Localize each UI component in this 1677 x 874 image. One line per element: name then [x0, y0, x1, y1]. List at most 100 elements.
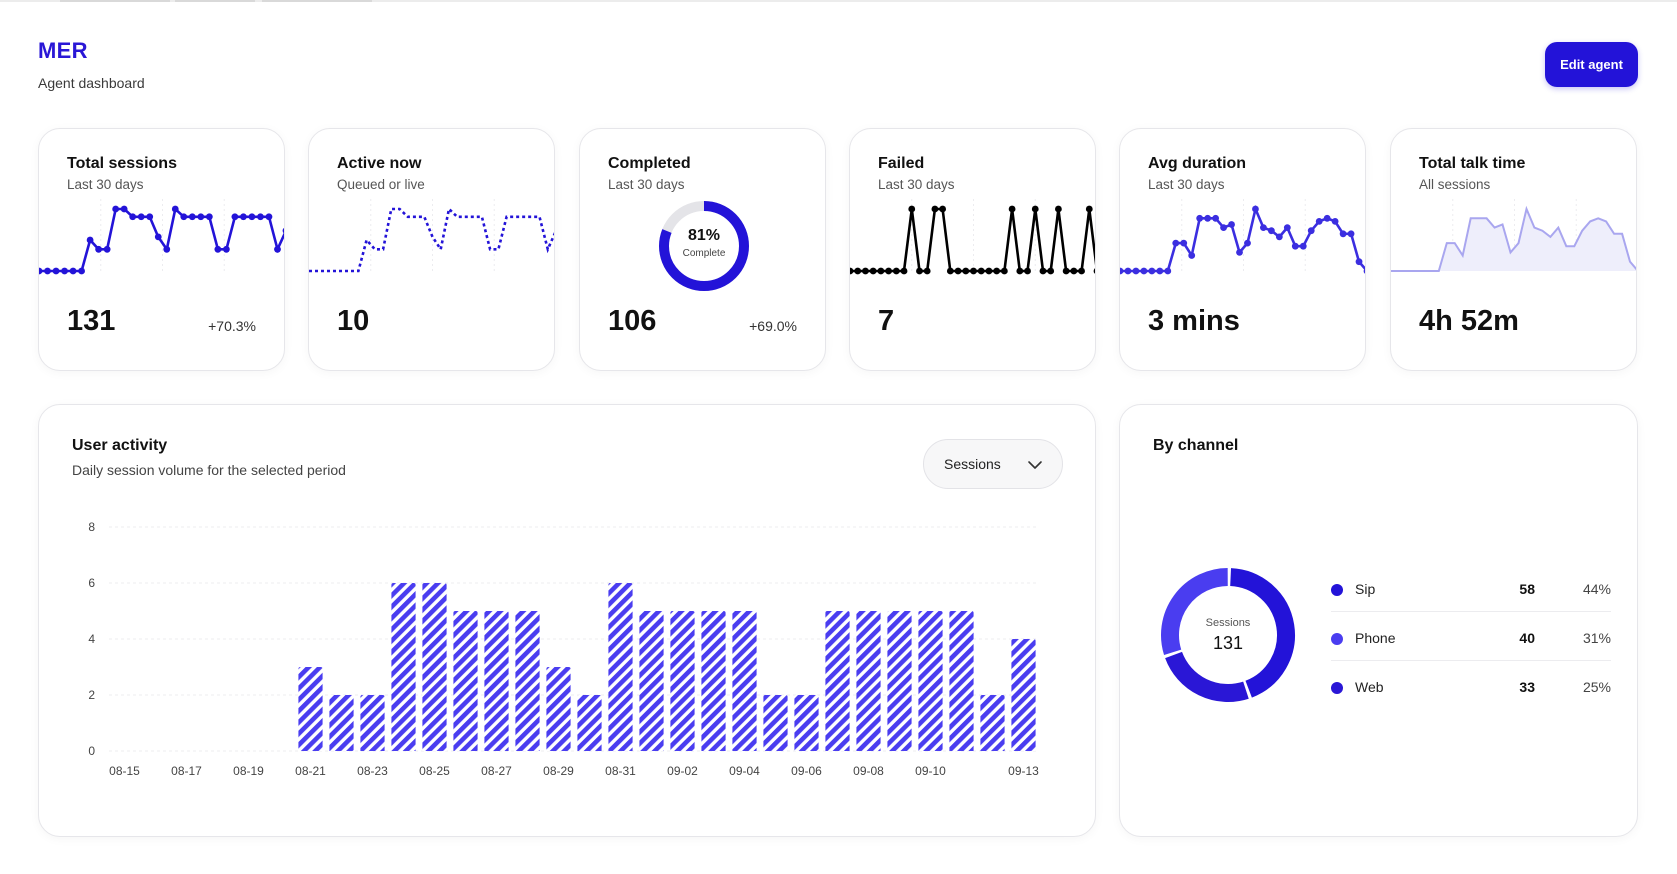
donut-center-value: 131	[1212, 633, 1244, 653]
spark-point	[240, 213, 247, 221]
bar-08-25[interactable]	[422, 583, 447, 751]
bar-09-11[interactable]	[949, 611, 974, 751]
spark-point	[1244, 239, 1251, 247]
spark-point	[214, 245, 222, 253]
spark-point	[1164, 267, 1172, 275]
legend-percent: 31%	[1582, 630, 1611, 646]
donut-slice-phone[interactable]	[1161, 568, 1229, 655]
spark-point	[1299, 242, 1307, 250]
spark-point	[977, 267, 985, 275]
legend-dot	[1331, 633, 1343, 645]
x-tick-label: 08-15	[109, 764, 140, 778]
kpi-card-avg-duration[interactable]: Avg duration Last 30 days 3 mins	[1119, 128, 1366, 371]
kpi-delta: +70.3%	[208, 318, 256, 334]
chevron-down-icon	[1028, 461, 1042, 469]
spark-point	[939, 205, 947, 213]
bar-09-08[interactable]	[856, 611, 881, 751]
spark-point	[1196, 214, 1204, 222]
top-progress-line	[0, 0, 1677, 2]
kpi-card-total-sessions[interactable]: Total sessions Last 30 days 131 +70.3%	[38, 128, 285, 371]
x-tick-label: 09-06	[791, 764, 822, 778]
spark-point	[962, 267, 970, 275]
app-title: MER	[38, 38, 88, 63]
legend-item-phone[interactable]: Phone 40 31%	[1331, 615, 1611, 663]
bar-08-28[interactable]	[515, 611, 540, 751]
spark-point	[44, 267, 51, 275]
sparkline-active-now	[309, 199, 554, 273]
donut-slice-web[interactable]	[1165, 651, 1249, 702]
spark-point	[86, 236, 94, 244]
bar-08-29[interactable]	[546, 667, 571, 751]
kpi-title: Avg duration	[1148, 155, 1247, 172]
spark-point	[1047, 267, 1055, 275]
bar-08-26[interactable]	[453, 611, 478, 751]
legend-item-sip[interactable]: Sip 58 44%	[1331, 566, 1611, 614]
sparkline-talk-time	[1391, 199, 1636, 272]
spark-point	[1172, 239, 1180, 247]
kpi-value: 3 mins	[1148, 305, 1240, 337]
donut-slice-sip[interactable]	[1229, 568, 1295, 698]
y-tick-label: 0	[88, 744, 95, 758]
spark-point	[274, 245, 281, 253]
legend-dot	[1331, 682, 1343, 694]
bar-09-01[interactable]	[639, 611, 664, 751]
bar-08-21[interactable]	[298, 667, 323, 751]
spark-point	[900, 267, 908, 275]
by-channel-panel: By channel Sessions 131 Sip 58 44% Phone…	[1119, 404, 1638, 837]
y-tick-label: 4	[88, 632, 95, 646]
spark-point	[1148, 267, 1156, 275]
spark-point	[1260, 224, 1267, 231]
spark-point	[1347, 230, 1355, 238]
bar-09-07[interactable]	[825, 611, 850, 751]
bar-08-27[interactable]	[484, 611, 509, 751]
spark-point	[1339, 230, 1347, 238]
bar-08-31[interactable]	[608, 583, 633, 751]
bar-09-06[interactable]	[794, 695, 819, 751]
bar-08-22[interactable]	[329, 695, 354, 751]
spark-point	[1275, 233, 1283, 241]
spark-point	[1283, 224, 1291, 231]
spark-point	[1267, 227, 1275, 235]
bar-09-09[interactable]	[887, 611, 912, 751]
spark-point	[1252, 205, 1259, 213]
spark-point	[1000, 267, 1008, 275]
kpi-card-completed[interactable]: Completed Last 30 days 81% Complete 106 …	[579, 128, 826, 371]
metric-select[interactable]: Sessions	[923, 439, 1063, 489]
bar-08-24[interactable]	[391, 583, 416, 751]
bar-09-10[interactable]	[918, 611, 943, 751]
legend-name: Web	[1355, 679, 1384, 695]
panel-title: By channel	[1153, 437, 1239, 454]
spark-point	[1008, 205, 1016, 213]
spark-point	[1315, 218, 1323, 225]
edit-agent-button[interactable]: Edit agent	[1545, 42, 1638, 87]
kpi-value: 10	[337, 305, 370, 337]
spark-point	[1355, 258, 1363, 266]
bar-09-03[interactable]	[701, 611, 726, 751]
spark-point	[854, 267, 862, 275]
sparkline-avg-duration	[1120, 199, 1365, 275]
bar-09-13[interactable]	[1011, 639, 1036, 751]
bar-09-05[interactable]	[763, 695, 788, 751]
bar-09-12[interactable]	[980, 695, 1005, 751]
spark-point	[205, 213, 213, 221]
kpi-card-total-talk-time[interactable]: Total talk time All sessions 4h 52m	[1390, 128, 1637, 371]
kpi-subtitle: Last 30 days	[608, 177, 685, 192]
bar-09-04[interactable]	[732, 611, 757, 751]
kpi-card-active-now[interactable]: Active now Queued or live 10	[308, 128, 555, 371]
spark-point	[180, 213, 188, 221]
kpi-card-failed[interactable]: Failed Last 30 days 7	[849, 128, 1096, 371]
spark-point	[946, 267, 954, 275]
completion-percent: 81%	[687, 227, 721, 244]
bar-09-02[interactable]	[670, 611, 695, 751]
spark-point	[985, 267, 993, 275]
spark-point	[1140, 267, 1148, 275]
legend-item-web[interactable]: Web 33 25%	[1331, 664, 1611, 712]
bar-08-23[interactable]	[360, 695, 385, 751]
x-tick-label: 08-31	[605, 764, 636, 778]
bar-08-30[interactable]	[577, 695, 602, 751]
sparkline-failed	[850, 199, 1095, 275]
x-tick-label: 09-02	[667, 764, 698, 778]
panel-subtitle: Daily session volume for the selected pe…	[72, 462, 346, 478]
spark-point	[1331, 218, 1339, 225]
legend-percent: 25%	[1582, 679, 1611, 695]
